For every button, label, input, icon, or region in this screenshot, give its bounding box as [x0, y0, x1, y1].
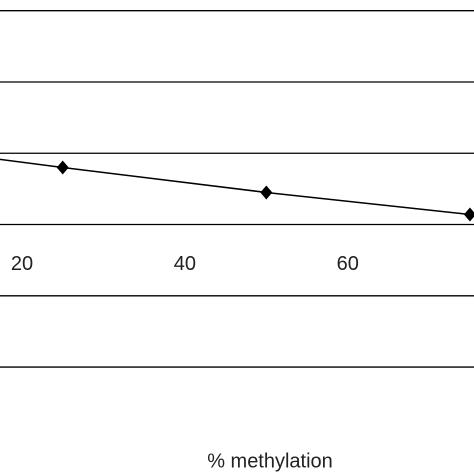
data-point — [260, 185, 273, 200]
x-tick-label: 20 — [11, 253, 33, 275]
data-line — [0, 158, 471, 216]
data-point — [56, 160, 69, 175]
data-point — [463, 207, 474, 222]
x-tick-label: 60 — [337, 253, 359, 275]
x-axis-label: % methylation — [207, 450, 333, 472]
x-tick-label: 40 — [174, 253, 196, 275]
